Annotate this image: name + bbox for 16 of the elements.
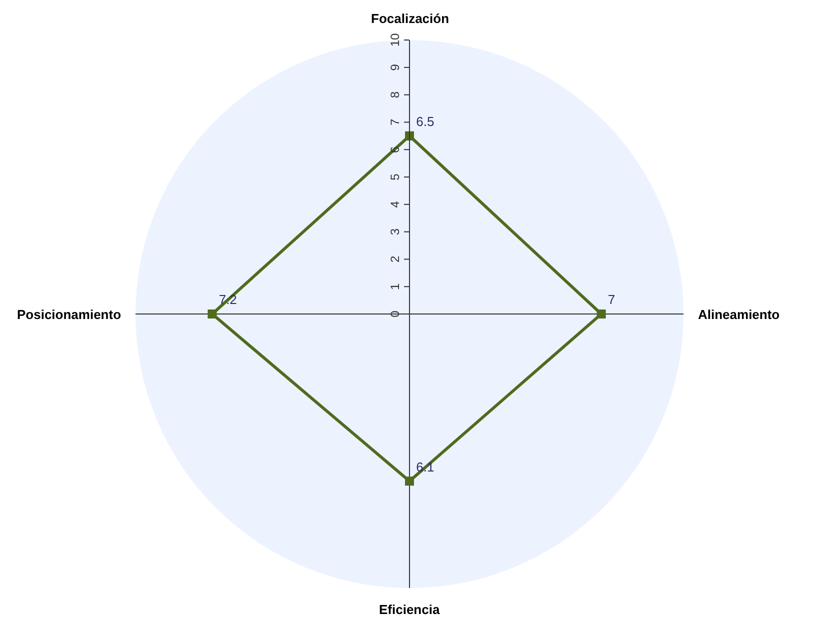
spoke-label: Focalización xyxy=(371,11,450,26)
y-tick-label: 8 xyxy=(388,91,402,98)
data-label: 6.5 xyxy=(416,114,434,130)
spoke-label: Posicionamiento xyxy=(17,307,122,322)
y-tick-label: 7 xyxy=(388,118,402,126)
data-label: 7 xyxy=(608,292,616,308)
y-tick-label: 6 xyxy=(388,146,402,153)
y-tick-label: 3 xyxy=(388,228,402,236)
y-tick-label: 1 xyxy=(388,282,402,290)
spoke-label: Alineamiento xyxy=(698,307,780,322)
y-tick-label: 2 xyxy=(388,256,402,263)
spoke-label: Eficiencia xyxy=(379,602,440,617)
y-tick-label: 10 xyxy=(388,33,402,47)
y-tick-label: 4 xyxy=(388,200,402,208)
y-tick-label: 9 xyxy=(388,64,402,71)
y-tick-label: 5 xyxy=(388,173,402,180)
